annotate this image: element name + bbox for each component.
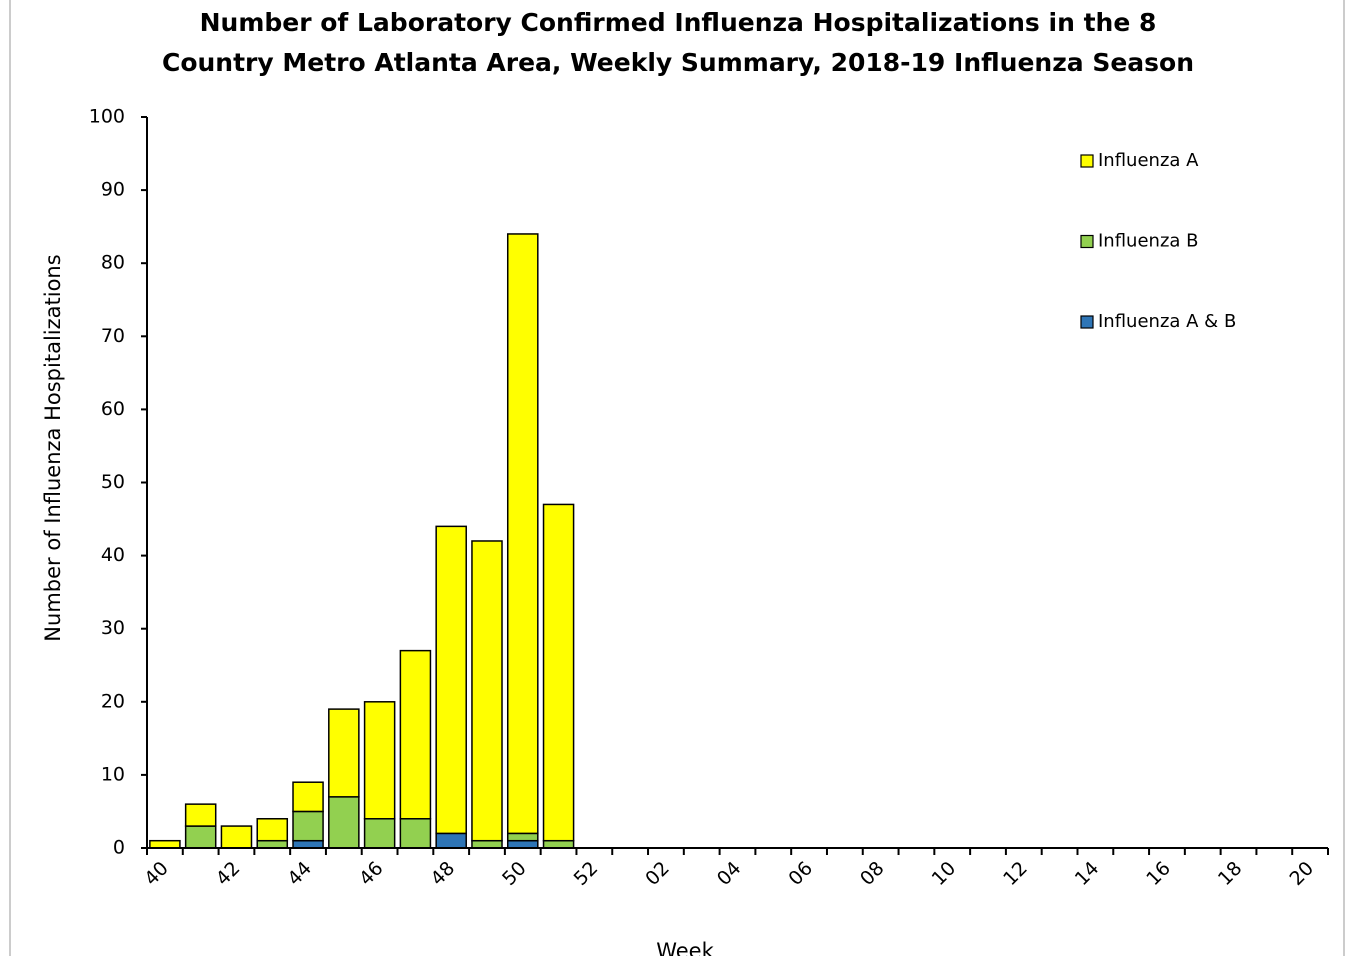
bar-segment (435, 832, 467, 849)
chart-title: Country Metro Atlanta Area, Weekly Summa… (162, 48, 1194, 77)
x-tick-label: 04 (713, 857, 746, 890)
bar-segment (471, 839, 503, 849)
bar-segment (328, 708, 360, 798)
bar-segment (220, 825, 253, 849)
x-tick-label: 14 (1071, 857, 1104, 890)
y-tick-label: 30 (101, 617, 125, 639)
y-tick-label: 80 (101, 252, 125, 274)
bar-segment (292, 839, 324, 849)
legend-swatch (1080, 315, 1094, 329)
bar-segment (184, 825, 217, 849)
legend-label: Influenza A (1098, 150, 1199, 171)
bar-segment (399, 649, 432, 820)
bar-segment (256, 818, 289, 842)
legend-label: Influenza B (1098, 231, 1199, 252)
y-axis-title: Number of Influenza Hospitalizations (41, 254, 65, 641)
x-tick-label: 44 (283, 857, 316, 890)
bar-segment (184, 803, 217, 827)
bar-segment (149, 839, 181, 849)
bar-segment (292, 781, 324, 813)
y-tick-label: 40 (101, 544, 125, 566)
bar-segment (256, 839, 289, 849)
x-tick-label: 10 (928, 857, 961, 890)
y-tick-label: 0 (113, 837, 125, 859)
bar-segment (328, 796, 360, 849)
bar-segment (542, 839, 575, 849)
chart-title: Number of Laboratory Confirmed Influenza… (200, 8, 1157, 37)
bar-segment (363, 818, 396, 849)
x-tick-label: 42 (212, 857, 245, 890)
bar-segment (506, 233, 539, 835)
legend-swatch (1080, 234, 1094, 249)
x-tick-label: 52 (570, 857, 603, 890)
bar-segment (471, 540, 503, 842)
y-tick-label: 100 (89, 106, 125, 128)
x-tick-label: 40 (140, 857, 173, 890)
x-tick-label: 48 (427, 857, 460, 890)
x-axis-title: Week (656, 939, 714, 956)
x-tick-label: 46 (355, 857, 388, 890)
x-tick-label: 08 (856, 857, 889, 890)
bar-segment (506, 832, 539, 842)
x-tick-label: 16 (1142, 857, 1175, 890)
x-tick-label: 02 (641, 857, 674, 890)
legend-label: Influenza A & B (1098, 311, 1236, 332)
y-tick-label: 60 (101, 398, 125, 420)
bar-segment (542, 503, 575, 842)
y-tick-label: 90 (101, 179, 125, 201)
bar-segment (363, 701, 396, 820)
bar-segment (292, 810, 324, 842)
legend-swatch (1080, 154, 1094, 168)
bar-segment (506, 839, 539, 849)
bar-segment (435, 525, 467, 835)
x-tick-label: 50 (498, 857, 531, 890)
x-tick-label: 12 (999, 857, 1032, 890)
x-tick-label: 18 (1214, 857, 1247, 890)
x-tick-label: 06 (784, 857, 817, 890)
y-tick-label: 50 (101, 471, 125, 493)
y-tick-label: 70 (101, 325, 125, 347)
bar-segment (399, 818, 432, 849)
y-tick-label: 20 (101, 690, 125, 712)
y-tick-label: 10 (101, 763, 125, 785)
x-tick-label: 20 (1285, 857, 1318, 890)
